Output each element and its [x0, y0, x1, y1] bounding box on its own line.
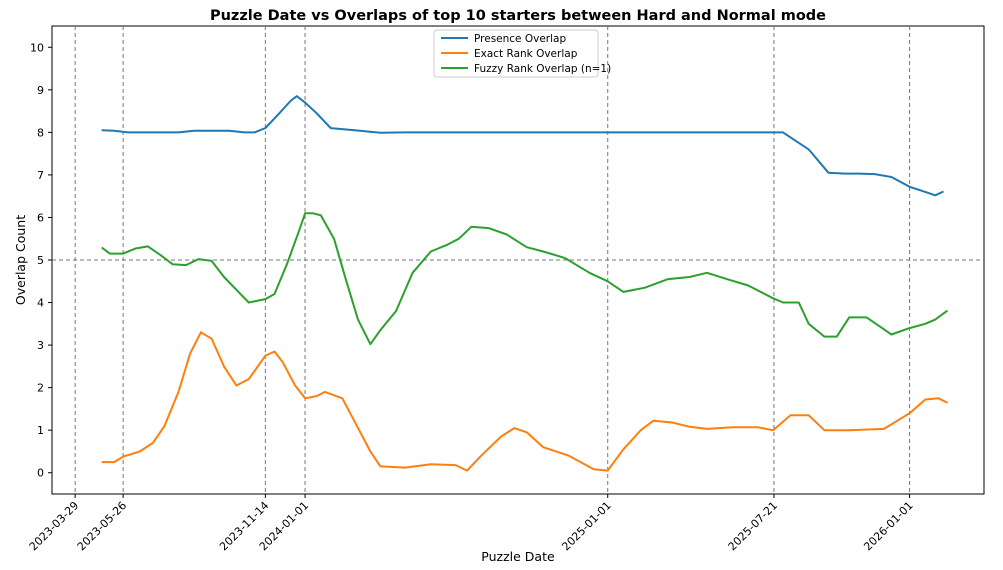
y-axis-label: Overlap Count — [13, 215, 28, 305]
y-tick-label: 5 — [37, 254, 44, 267]
x-tick-label: 2025-01-01 — [559, 499, 613, 553]
y-tick-label: 1 — [37, 424, 44, 437]
legend-label-presence: Presence Overlap — [474, 33, 566, 45]
x-tick-label: 2023-03-29 — [27, 499, 81, 553]
y-tick-label: 0 — [37, 467, 44, 480]
legend-label-exact: Exact Rank Overlap — [474, 48, 578, 60]
y-tick-label: 6 — [37, 211, 44, 224]
x-axis-label: Puzzle Date — [481, 549, 555, 564]
x-tick-label: 2023-05-26 — [75, 499, 129, 553]
y-tick-label: 3 — [37, 339, 44, 352]
y-tick-label: 2 — [37, 382, 44, 395]
y-tick-label: 9 — [37, 84, 44, 97]
series-line-1 — [101, 331, 948, 472]
legend: Presence Overlap Exact Rank Overlap Fuzz… — [433, 29, 611, 78]
y-tick-label: 8 — [37, 126, 44, 139]
x-tick-label: 2026-01-01 — [861, 499, 915, 553]
series-line-2 — [101, 212, 948, 346]
series-line-0 — [101, 95, 944, 197]
y-tick-label: 10 — [30, 41, 44, 54]
legend-label-fuzzy: Fuzzy Rank Overlap (n=1) — [474, 63, 611, 75]
y-tick-label: 7 — [37, 169, 44, 182]
chart-title: Puzzle Date vs Overlaps of top 10 starte… — [210, 8, 826, 24]
y-tick-label: 4 — [37, 297, 44, 310]
legend-box — [433, 29, 599, 78]
x-tick-label: 2025-07-21 — [726, 499, 780, 553]
